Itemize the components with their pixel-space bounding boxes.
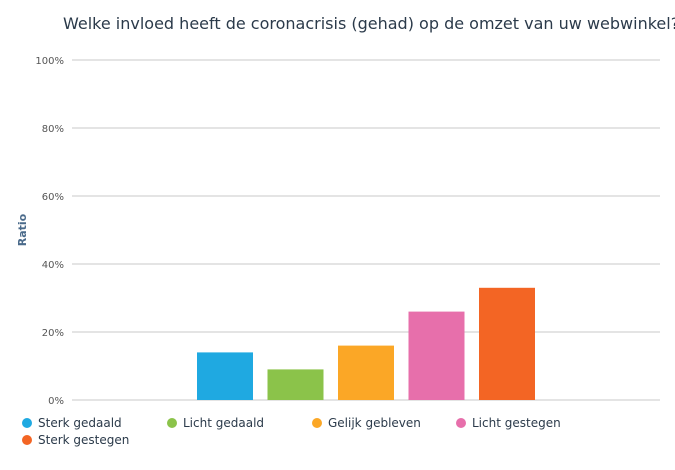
legend-dot-icon: [22, 418, 32, 428]
y-tick-label: 100%: [35, 56, 64, 67]
legend-label: Sterk gestegen: [38, 433, 130, 447]
bar-sterk-gestegen[interactable]: [479, 287, 535, 400]
y-tick-label: 80%: [42, 124, 64, 135]
y-axis-label: Ratio: [16, 213, 29, 246]
bar-chart: Welke invloed heeft de coronacrisis (geh…: [16, 14, 675, 407]
legend-item-licht-gestegen[interactable]: Licht gestegen: [456, 416, 561, 430]
y-tick-label: 60%: [42, 192, 64, 203]
bar-sterk-gedaald[interactable]: [197, 352, 253, 400]
legend-dot-icon: [22, 435, 32, 445]
legend-label: Licht gedaald: [183, 416, 265, 430]
legend-dot-icon: [456, 418, 466, 428]
chart-title: Welke invloed heeft de coronacrisis (geh…: [63, 14, 675, 33]
legend-dot-icon: [312, 418, 322, 428]
bar-licht-gedaald[interactable]: [267, 369, 324, 400]
legend-item-gelijk-gebleven[interactable]: Gelijk gebleven: [312, 416, 421, 430]
bars: [197, 287, 535, 400]
legend-label: Gelijk gebleven: [328, 416, 421, 430]
legend-label: Licht gestegen: [472, 416, 561, 430]
legend-dot-icon: [167, 418, 177, 428]
legend-item-licht-gedaald[interactable]: Licht gedaald: [167, 416, 264, 430]
bar-licht-gestegen[interactable]: [408, 311, 465, 400]
legend-label: Sterk gedaald: [38, 416, 122, 430]
gridlines: [72, 59, 660, 401]
legend-item-sterk-gedaald[interactable]: Sterk gedaald: [22, 416, 122, 430]
y-tick-label: 20%: [42, 328, 64, 339]
y-axis-ticks: 0% 20% 40% 60% 80% 100%: [35, 56, 64, 407]
y-tick-label: 0%: [48, 396, 64, 407]
bar-gelijk-gebleven[interactable]: [338, 345, 394, 400]
y-tick-label: 40%: [42, 260, 64, 271]
legend-item-sterk-gestegen[interactable]: Sterk gestegen: [22, 433, 129, 447]
